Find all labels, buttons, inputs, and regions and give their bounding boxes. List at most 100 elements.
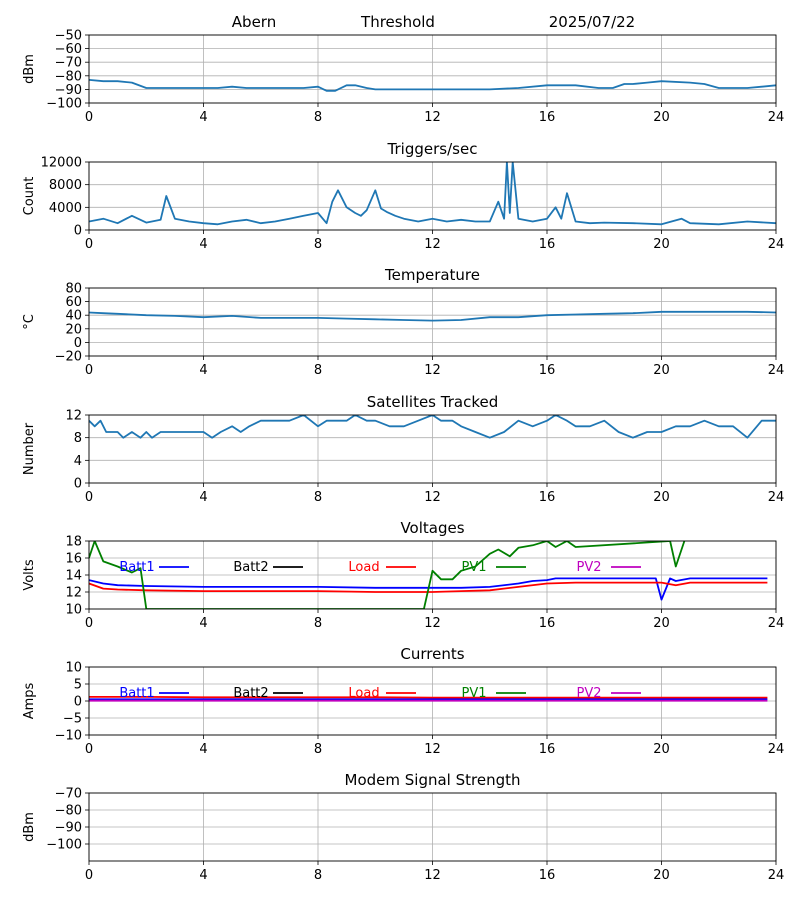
y-axis-label: Volts — [22, 559, 37, 591]
y-tick-label: 18 — [65, 535, 82, 550]
x-tick-label: 12 — [424, 110, 441, 125]
y-tick-label: 20 — [65, 322, 82, 337]
legend-label-pv2: PV2 — [576, 686, 601, 701]
series-line-0 — [89, 310, 776, 322]
y-tick-label: −60 — [55, 42, 82, 57]
x-tick-label: 20 — [653, 616, 670, 631]
y-tick-label: 12 — [65, 586, 82, 601]
x-tick-label: 4 — [199, 616, 207, 631]
header-threshold: Threshold — [360, 13, 435, 31]
x-tick-label: 4 — [199, 742, 207, 757]
series-line-0 — [89, 415, 776, 439]
legend-label-load: Load — [348, 686, 379, 701]
series-line-0 — [89, 79, 776, 92]
chart-title: Triggers/sec — [387, 140, 478, 158]
x-tick-label: 0 — [85, 363, 93, 378]
header-station: Abern — [232, 13, 276, 31]
y-axis-label: dBm — [22, 812, 37, 842]
x-tick-label: 0 — [85, 742, 93, 757]
x-tick-label: 20 — [653, 363, 670, 378]
x-tick-label: 24 — [768, 616, 785, 631]
y-tick-label: 10 — [65, 603, 82, 618]
plot-frame — [88, 287, 777, 357]
y-tick-label: −80 — [55, 69, 82, 84]
x-tick-label: 24 — [768, 363, 785, 378]
y-tick-label: 16 — [65, 552, 82, 567]
plot-frame — [88, 34, 777, 104]
x-tick-label: 4 — [199, 110, 207, 125]
y-tick-label: −70 — [55, 56, 82, 71]
y-tick-label: −70 — [55, 787, 82, 802]
x-tick-label: 8 — [314, 742, 322, 757]
x-tick-label: 8 — [314, 110, 322, 125]
plot-frame — [88, 540, 777, 610]
y-tick-label: 60 — [65, 295, 82, 310]
x-tick-label: 0 — [85, 616, 93, 631]
y-tick-label: 0 — [74, 224, 82, 239]
x-tick-label: 8 — [314, 868, 322, 883]
x-tick-label: 24 — [768, 490, 785, 505]
y-tick-label: 80 — [65, 282, 82, 297]
series-group — [89, 162, 776, 226]
y-axis-label: Number — [22, 422, 37, 475]
x-tick-label: 12 — [424, 237, 441, 252]
x-tick-label: 16 — [539, 742, 556, 757]
legend-label-pv1: PV1 — [461, 686, 486, 701]
series-group — [89, 541, 768, 609]
y-tick-label: 4000 — [49, 201, 82, 216]
x-tick-label: 8 — [314, 237, 322, 252]
y-tick-label: −50 — [55, 29, 82, 44]
plot-frame — [88, 414, 777, 484]
y-axis-label: Amps — [22, 682, 37, 719]
x-tick-label: 20 — [653, 110, 670, 125]
x-tick-label: 8 — [314, 616, 322, 631]
x-tick-label: 20 — [653, 868, 670, 883]
legend-label-load: Load — [348, 560, 379, 575]
plot-frame — [88, 792, 777, 862]
x-tick-label: 20 — [653, 237, 670, 252]
legend-label-pv1: PV1 — [461, 560, 486, 575]
x-tick-label: 12 — [424, 616, 441, 631]
x-tick-label: 12 — [424, 363, 441, 378]
y-tick-label: −100 — [46, 838, 82, 853]
y-tick-label: −100 — [46, 97, 82, 112]
y-tick-label: 8000 — [49, 178, 82, 193]
y-tick-label: 40 — [65, 309, 82, 324]
plot-frame — [88, 161, 777, 231]
series-line-0 — [89, 162, 776, 226]
x-tick-label: 16 — [539, 110, 556, 125]
x-tick-label: 8 — [314, 363, 322, 378]
y-tick-label: −20 — [55, 350, 82, 365]
series-group — [89, 79, 776, 92]
panel-modem: 0 4 8 12 16 20 24 −100 −90 −80 −70 Modem Signal Str… — [22, 771, 784, 883]
legend-label-batt2: Batt2 — [233, 560, 268, 575]
y-tick-label: −5 — [63, 712, 82, 727]
y-tick-label: −10 — [55, 729, 82, 744]
x-tick-label: 0 — [85, 110, 93, 125]
series-line-batt1 — [89, 577, 768, 601]
y-tick-label: 10 — [65, 661, 82, 676]
y-tick-label: 0 — [74, 695, 82, 710]
chart-title: Modem Signal Strength — [345, 771, 521, 789]
y-axis-label: Count — [22, 177, 37, 216]
legend-label-batt1: Batt1 — [119, 686, 154, 701]
legend-label-batt2: Batt2 — [233, 686, 268, 701]
x-tick-label: 0 — [85, 490, 93, 505]
y-tick-label: 0 — [74, 336, 82, 351]
x-tick-label: 16 — [539, 616, 556, 631]
plot-frame — [88, 666, 777, 736]
y-tick-label: 12 — [65, 409, 82, 424]
x-tick-label: 20 — [653, 490, 670, 505]
series-group — [89, 415, 776, 439]
x-tick-label: 16 — [539, 237, 556, 252]
x-tick-label: 12 — [424, 742, 441, 757]
header-date: 2025/07/22 — [549, 13, 635, 31]
y-tick-label: −90 — [55, 83, 82, 98]
x-tick-label: 0 — [85, 868, 93, 883]
panel-voltages: 0 4 8 12 16 20 24 10 12 14 16 18 Voltages Volts Batt1 B… — [22, 519, 784, 631]
x-tick-label: 4 — [199, 237, 207, 252]
chart-title: Voltages — [400, 519, 464, 537]
chart-title: Temperature — [384, 266, 480, 284]
